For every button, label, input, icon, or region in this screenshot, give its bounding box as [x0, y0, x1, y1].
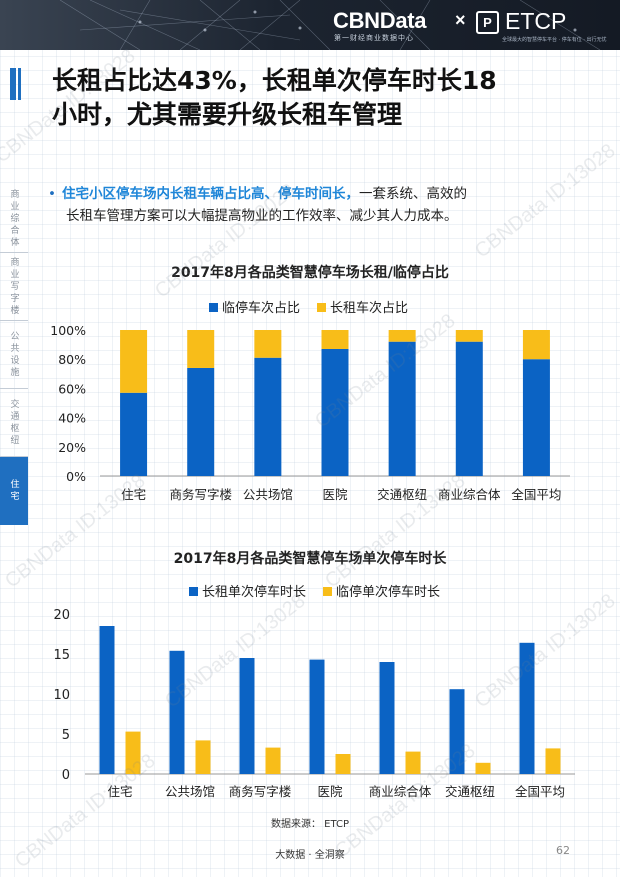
- bullet-text-line-1: 一套系统、高效的: [358, 186, 467, 202]
- bar-segment: [254, 357, 282, 476]
- x-tick-label: 商务写字楼: [169, 487, 232, 502]
- x-tick-label: 医院: [322, 487, 348, 502]
- legend-swatch: [209, 303, 218, 312]
- page-header: CBNData 第一财经商业数据中心 × P ETCP 全球最大的智慧停车平台 …: [0, 0, 620, 50]
- x-tick-label: 商业综合体: [438, 487, 501, 502]
- bar-segment: [321, 330, 349, 349]
- x-tick-label: 交通枢纽: [377, 487, 427, 502]
- bar-segment: [187, 330, 215, 368]
- data-source-note: 数据来源： ETCP: [270, 819, 350, 830]
- sidebar-item-public-facilities[interactable]: 公共设施: [0, 321, 28, 389]
- legend-label: 临停车次占比: [222, 300, 300, 316]
- y-tick-label: 15: [53, 648, 70, 663]
- bar-segment: [455, 330, 483, 342]
- bar-segment: [522, 359, 550, 476]
- y-tick-label: 20: [53, 608, 70, 623]
- cbndata-logo: CBNData: [333, 8, 427, 33]
- sidebar-item-commercial-complex[interactable]: 商业综合体: [0, 185, 28, 253]
- y-tick-label: 10: [53, 688, 70, 703]
- chart-1-title: 2017年8月各品类智慧停车场长租/临停占比: [171, 265, 449, 281]
- bar: [195, 740, 211, 774]
- bullet-highlight: 住宅小区停车场内长租车辆占比高、停车时间长，: [61, 186, 359, 202]
- bar-segment: [522, 330, 550, 360]
- etcp-logo: ETCP: [505, 8, 567, 34]
- y-tick-label: 80%: [58, 352, 86, 367]
- page-title: 长租占比达43%，长租单次停车时长18 小时，尤其需要升级长租车管理: [52, 64, 592, 132]
- page-title-line-1: 长租占比达43%，长租单次停车时长18: [52, 66, 497, 95]
- logo-separator: ×: [455, 10, 466, 30]
- bar: [519, 642, 535, 774]
- y-tick-label: 5: [62, 728, 70, 743]
- chart-2-grouped-bar: 长租单次停车时长 临停单次停车时长 0 5 10 15 20 住宅 公共场馆 商务写字楼 医院 商业综…: [53, 584, 575, 799]
- y-tick-label: 0: [62, 768, 70, 783]
- sidebar-item-office-building[interactable]: 商业写字楼: [0, 253, 28, 321]
- bar: [449, 689, 465, 774]
- x-tick-label: 住宅: [107, 784, 132, 799]
- bullet-dot: •: [48, 186, 56, 202]
- header-network-graphic: [59, 0, 601, 50]
- legend-label: 临停单次停车时长: [336, 584, 440, 600]
- cbndata-logo-subtitle: 第一财经商业数据中心: [334, 34, 414, 42]
- x-tick-label: 公共场馆: [165, 784, 215, 799]
- title-accent-bar-thin: [18, 68, 21, 100]
- bar: [169, 650, 185, 774]
- y-tick-label: 60%: [58, 381, 86, 396]
- y-tick-label: 100%: [50, 323, 86, 338]
- legend-swatch: [323, 587, 332, 596]
- bar-segment: [120, 330, 148, 393]
- summary-bullet: • 住宅小区停车场内长租车辆占比高、停车时间长，一套系统、高效的 长租车管理方案可…: [48, 183, 588, 227]
- title-accent-bar: [10, 68, 16, 100]
- page-title-line-2: 小时，尤其需要升级长租车管理: [52, 100, 403, 129]
- chart-2-title: 2017年8月各品类智慧停车场单次停车时长: [173, 551, 447, 567]
- section-sidebar: 商业综合体 商业写字楼 公共设施 交通枢纽 住宅: [0, 185, 28, 525]
- bar: [99, 626, 115, 774]
- x-tick-label: 全国平均: [511, 487, 561, 502]
- bar-segment: [388, 330, 416, 342]
- legend-label: 长租车次占比: [330, 300, 408, 316]
- y-tick-label: 0%: [66, 469, 86, 484]
- bar-segment: [187, 367, 215, 476]
- y-tick-label: 40%: [58, 411, 86, 426]
- bar: [405, 751, 421, 774]
- x-tick-label: 商务写字楼: [229, 784, 292, 799]
- bar-segment: [321, 348, 349, 476]
- legend-label: 长租单次停车时长: [202, 584, 306, 600]
- bar: [265, 747, 281, 774]
- bar: [335, 754, 351, 774]
- bar-segment: [455, 341, 483, 476]
- etcp-logo-subtitle: 全球最大的智慧停车平台 · 停车有位 · 出行无忧: [502, 37, 607, 43]
- x-tick-label: 商业综合体: [369, 784, 432, 799]
- x-tick-label: 医院: [317, 784, 343, 799]
- x-tick-label: 全国平均: [515, 784, 565, 799]
- x-tick-label: 住宅: [121, 487, 146, 502]
- bar: [475, 762, 491, 774]
- bullet-text-line-2: 长租车管理方案可以大幅提高物业的工作效率、减少其人力成本。: [66, 208, 458, 224]
- x-tick-label: 交通枢纽: [445, 784, 495, 799]
- etcp-p-icon: P: [476, 11, 499, 34]
- bar: [545, 748, 561, 774]
- bar: [309, 659, 325, 774]
- legend-swatch: [317, 303, 326, 312]
- footer-slogan: 大数据 · 全洞察: [275, 850, 345, 861]
- y-tick-label: 20%: [58, 440, 86, 455]
- bar-segment: [254, 330, 282, 358]
- page-number: 62: [556, 844, 570, 857]
- bar-segment: [120, 392, 148, 476]
- sidebar-item-residential[interactable]: 住宅: [0, 457, 28, 525]
- chart-1-stacked-bar: 临停车次占比 长租车次占比 0% 20% 40% 60% 80% 100% 住宅 商务写字楼 公共场…: [50, 300, 570, 502]
- legend-swatch: [189, 587, 198, 596]
- bar: [239, 658, 255, 774]
- bar-segment: [388, 341, 416, 476]
- x-tick-label: 公共场馆: [243, 487, 293, 502]
- sidebar-item-transport-hub[interactable]: 交通枢纽: [0, 389, 28, 457]
- bar: [125, 731, 141, 774]
- bar: [379, 662, 395, 774]
